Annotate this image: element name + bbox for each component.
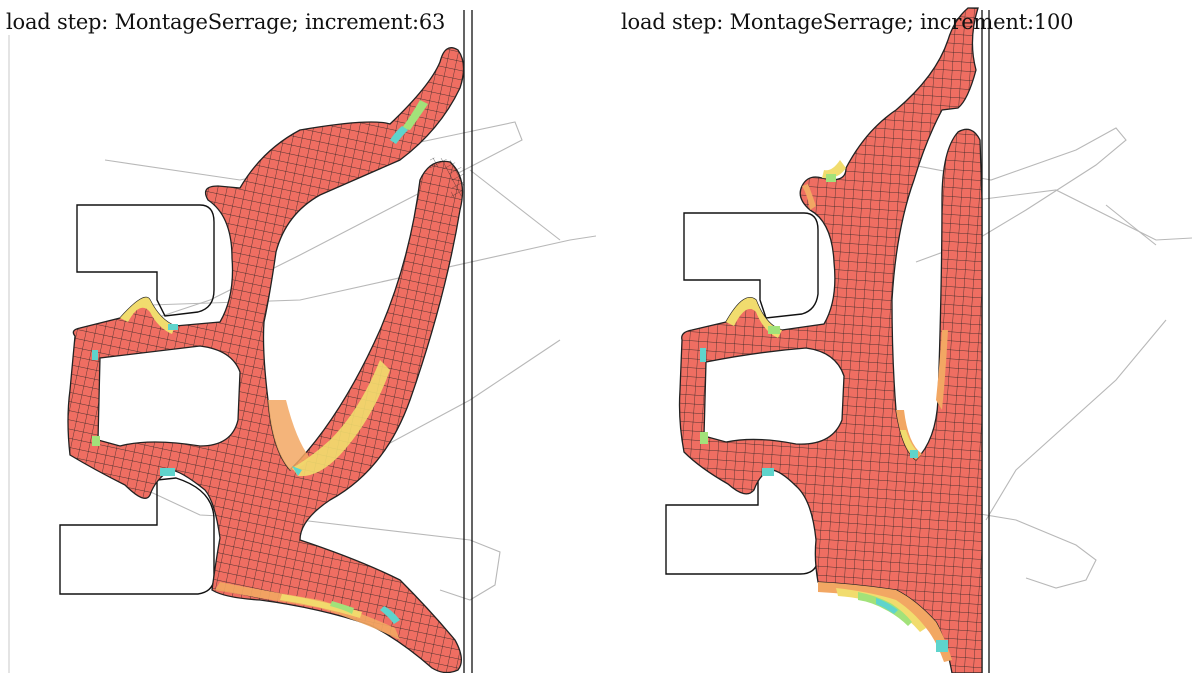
- stress-patch-wall-side: [936, 330, 948, 410]
- stress-patch-top-green: [402, 100, 428, 130]
- stress-patch-bottom-neck-cyan: [762, 468, 774, 476]
- deformed-seal-body: [67, 47, 465, 673]
- stress-patch-left-green: [92, 436, 100, 446]
- stress-patch-bottom-neck-cyan: [160, 468, 175, 476]
- mesh-overlay: [68, 47, 464, 673]
- panel-caption: load step: MontageSerrage; increment:100: [621, 10, 1074, 34]
- stress-patch-neck-yellow: [120, 297, 175, 334]
- stress-patch-lower: [215, 582, 400, 640]
- stress-patch-left-cyan: [700, 348, 706, 362]
- stress-patch-lower-yellow: [836, 588, 926, 632]
- fe-mesh-figure-right: [665, 7, 1192, 673]
- stress-patch-neck-cyan: [168, 324, 178, 330]
- stress-patch-top-cyan: [390, 126, 408, 144]
- stress-patch-cyan: [910, 450, 918, 458]
- deformation-view-increment-63: load step: MontageSerrage; increment:63: [6, 10, 596, 673]
- stress-patch-bottom-cyan: [936, 640, 948, 652]
- panel-caption: load step: MontageSerrage; increment:63: [6, 10, 446, 34]
- fe-mesh-figure-left: [8, 10, 596, 673]
- fine-mesh-tip: [430, 157, 465, 200]
- deformation-view-increment-100: load step: MontageSerrage; increment:100: [596, 0, 1192, 673]
- stress-patch-top-yellow: [822, 160, 846, 179]
- stress-patch-lower-yellow: [280, 594, 362, 618]
- deformed-seal-body: [678, 7, 983, 673]
- stress-patch-top-green: [826, 174, 836, 182]
- clamp-outlines: [59, 204, 215, 595]
- stress-patch-lower-cyan: [876, 598, 898, 614]
- lower-clamp: [59, 477, 215, 595]
- stress-patch-cyan: [292, 466, 302, 476]
- stress-patch-lower-cyan: [380, 606, 400, 624]
- stress-patch-top-orange: [802, 184, 816, 210]
- stress-patch-mid: [268, 400, 310, 470]
- undeformed-reference-outline: [104, 121, 596, 601]
- rigid-wall: [463, 10, 473, 673]
- stress-patch-left-cyan: [92, 350, 98, 360]
- rigid-wall: [981, 10, 990, 673]
- upper-clamp: [683, 212, 819, 319]
- stress-patch-left-green: [700, 432, 708, 444]
- stress-patch-lower-green: [330, 601, 354, 614]
- mesh-overlay: [679, 8, 982, 673]
- stress-patch-yellow: [292, 360, 390, 477]
- stress-patch-mid: [896, 410, 922, 460]
- stress-patch-lower-green: [858, 592, 912, 626]
- stress-patch-neck-green: [768, 326, 780, 334]
- upper-clamp: [76, 204, 215, 317]
